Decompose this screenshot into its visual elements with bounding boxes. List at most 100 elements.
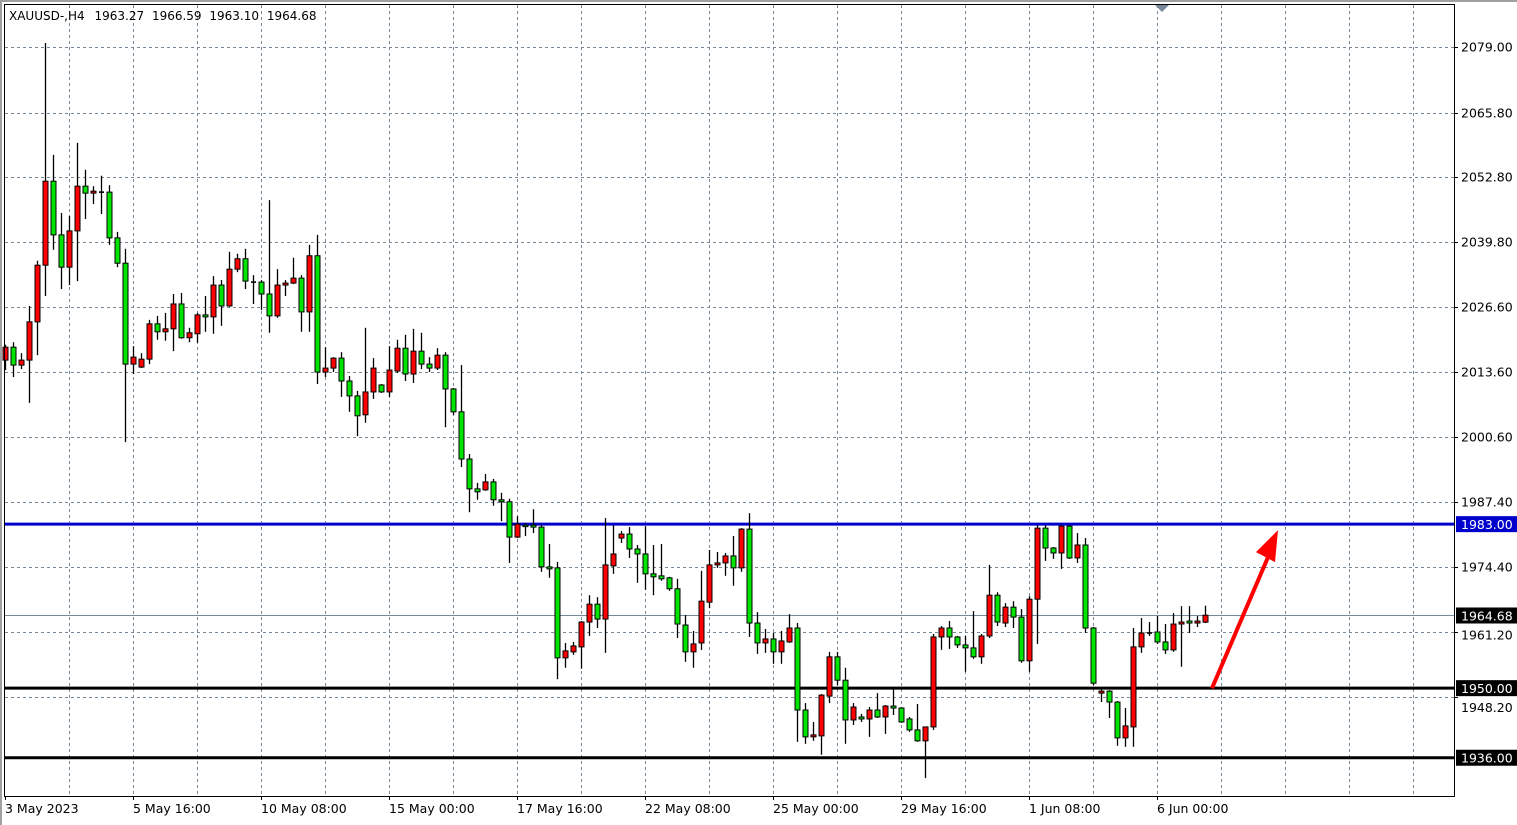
candle <box>138 353 145 369</box>
price-axis[interactable]: 2079.00 2065.80 2052.80 2039.80 2026.60 2013.… <box>1454 4 1517 796</box>
candle <box>122 248 129 443</box>
candle-body-down <box>1066 525 1073 559</box>
candle <box>602 518 609 653</box>
candle-body-up <box>1122 725 1129 739</box>
arrow-head-icon <box>1256 530 1278 563</box>
window-left-border <box>0 0 2 825</box>
candle-body-down <box>506 501 513 538</box>
candle <box>146 319 153 365</box>
candle-body-up <box>482 481 489 491</box>
candle-body-up <box>210 284 217 318</box>
candle <box>178 293 185 339</box>
candle-body-down <box>82 185 89 194</box>
candle-body-doji <box>251 281 256 283</box>
candle-body-down <box>314 255 321 373</box>
candle-body-down <box>666 577 673 590</box>
candle <box>522 523 529 537</box>
candle <box>490 478 497 506</box>
candle-body-up <box>234 258 241 270</box>
candle-body-down <box>450 388 457 413</box>
candle <box>290 257 297 285</box>
candle <box>722 552 729 576</box>
candle-body-down <box>1082 544 1089 629</box>
candle <box>266 200 273 333</box>
candle-body-down <box>1042 527 1049 549</box>
candle <box>370 358 377 399</box>
candle <box>458 365 465 467</box>
candle <box>890 688 897 715</box>
candle <box>698 570 705 650</box>
candle <box>1042 525 1049 561</box>
candle-body-up <box>74 185 81 232</box>
candle <box>666 576 673 591</box>
candle-body-up <box>306 255 313 313</box>
candle-body-up <box>186 332 193 339</box>
candle <box>194 312 201 343</box>
candle-body-down <box>114 237 121 264</box>
candle <box>1058 525 1065 569</box>
symbol-timeframe: XAUUSD-,H4 <box>9 9 85 23</box>
header-open: 1963.27 <box>94 9 144 23</box>
candle <box>834 651 841 686</box>
candle <box>762 629 769 653</box>
candle-body-up <box>194 314 201 335</box>
candle-body-down <box>1154 631 1161 643</box>
candle-body-down <box>898 707 905 723</box>
candle <box>1010 601 1017 629</box>
candle-body-down <box>242 258 249 282</box>
level-label-box <box>1456 749 1517 766</box>
candle <box>2 344 9 371</box>
candle-body-up <box>42 180 49 266</box>
candle <box>1018 609 1025 663</box>
candle-body-up <box>410 350 417 375</box>
candle <box>586 595 593 636</box>
candle <box>1186 606 1193 633</box>
candle-body-up <box>850 706 857 721</box>
candle-body-down <box>298 277 305 313</box>
candle-body-up <box>2 346 9 361</box>
time-tick-label: 10 May 08:00 <box>261 801 347 816</box>
candle <box>938 626 945 650</box>
header-close: 1964.68 <box>267 9 317 23</box>
candle <box>474 482 481 500</box>
candle <box>1170 613 1177 652</box>
time-tick-label: 15 May 00:00 <box>389 801 475 816</box>
candle <box>1106 690 1113 718</box>
candle <box>1074 533 1081 563</box>
price-tick-label: 2000.60 <box>1461 430 1513 445</box>
candle <box>10 342 17 378</box>
candle-body-up <box>170 303 177 330</box>
candle-body-down <box>1162 641 1169 651</box>
candle <box>570 641 577 655</box>
candle-body-down <box>1114 701 1121 739</box>
candle <box>914 704 921 742</box>
candle <box>706 549 713 609</box>
candle <box>18 353 25 370</box>
candle-body-up <box>986 594 993 637</box>
time-tick-label: 22 May 08:00 <box>645 801 731 816</box>
candle-body-up <box>34 264 41 323</box>
candle-body-down <box>458 411 465 460</box>
candle <box>794 623 801 742</box>
candle <box>674 578 681 638</box>
candle-body-up <box>1002 606 1009 624</box>
header-low: 1963.10 <box>209 9 259 23</box>
candle <box>1098 687 1105 703</box>
grid <box>5 5 1454 796</box>
candle-body-down <box>346 380 353 397</box>
candle-body-up <box>1034 527 1041 600</box>
candle-body-up <box>282 282 289 286</box>
candle <box>562 642 569 668</box>
chart-shift-marker-icon[interactable] <box>1155 5 1169 12</box>
candle-body-down <box>338 357 345 382</box>
candle <box>162 312 169 341</box>
candle-body-down <box>10 346 17 366</box>
candle-body-up <box>786 627 793 643</box>
time-axis[interactable]: 3 May 2023 5 May 16:00 10 May 08:00 15 May … <box>5 796 1229 816</box>
candle <box>1050 547 1057 559</box>
red-arrow-annotation <box>1210 530 1278 689</box>
candle <box>338 352 345 397</box>
candle-body-down <box>594 603 601 620</box>
